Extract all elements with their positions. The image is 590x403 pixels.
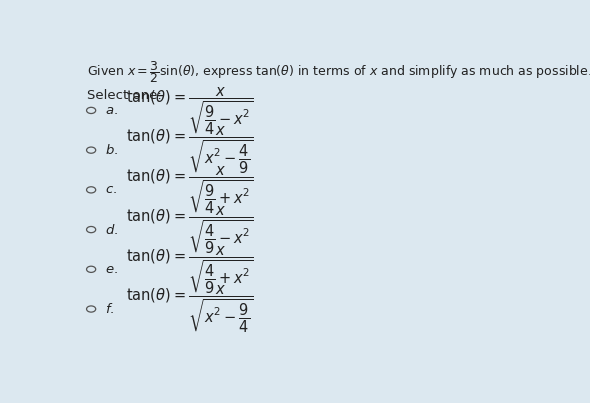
Text: $\tan(\theta) = \dfrac{x}{\sqrt{\dfrac{4}{9} - x^2}}$: $\tan(\theta) = \dfrac{x}{\sqrt{\dfrac{4… xyxy=(126,204,254,255)
Text: $\mathit{d.}$: $\mathit{d.}$ xyxy=(105,222,118,237)
Text: Select one:: Select one: xyxy=(87,89,162,102)
Text: $\tan(\theta) = \dfrac{x}{\sqrt{x^2 - \dfrac{4}{9}}}$: $\tan(\theta) = \dfrac{x}{\sqrt{x^2 - \d… xyxy=(126,125,254,175)
Text: $\mathit{a.}$: $\mathit{a.}$ xyxy=(105,104,118,117)
Text: $\tan(\theta) = \dfrac{x}{\sqrt{x^2 - \dfrac{9}{4}}}$: $\tan(\theta) = \dfrac{x}{\sqrt{x^2 - \d… xyxy=(126,284,254,334)
Text: $\mathit{e.}$: $\mathit{e.}$ xyxy=(105,263,118,276)
Text: $\mathit{f.}$: $\mathit{f.}$ xyxy=(105,302,114,316)
Text: $\mathit{c.}$: $\mathit{c.}$ xyxy=(105,183,117,196)
Text: $\tan(\theta) = \dfrac{x}{\sqrt{\dfrac{4}{9} + x^2}}$: $\tan(\theta) = \dfrac{x}{\sqrt{\dfrac{4… xyxy=(126,244,254,295)
Text: $\mathit{b.}$: $\mathit{b.}$ xyxy=(105,143,118,157)
Text: $\tan(\theta) = \dfrac{x}{\sqrt{\dfrac{9}{4} - x^2}}$: $\tan(\theta) = \dfrac{x}{\sqrt{\dfrac{9… xyxy=(126,85,254,136)
Text: Given $x = \dfrac{3}{2}\sin(\theta)$, express $\tan(\theta)$ in terms of $x$ and: Given $x = \dfrac{3}{2}\sin(\theta)$, ex… xyxy=(87,59,590,85)
Text: $\tan(\theta) = \dfrac{x}{\sqrt{\dfrac{9}{4} + x^2}}$: $\tan(\theta) = \dfrac{x}{\sqrt{\dfrac{9… xyxy=(126,164,254,215)
